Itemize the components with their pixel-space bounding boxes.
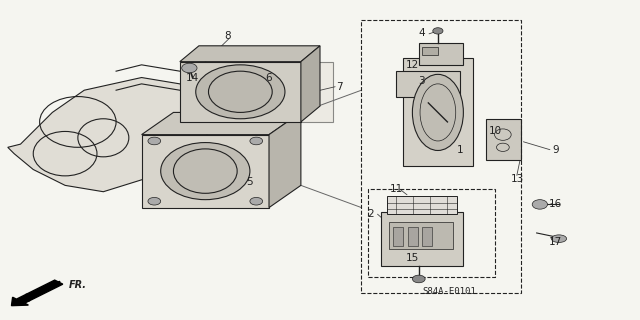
- Text: S84A-E0101: S84A-E0101: [422, 287, 476, 296]
- Ellipse shape: [433, 28, 443, 34]
- Bar: [486, 119, 521, 160]
- Text: FR.: FR.: [68, 280, 86, 290]
- Polygon shape: [269, 112, 301, 208]
- Ellipse shape: [412, 74, 463, 150]
- Bar: [389, 222, 452, 249]
- Text: 2: 2: [367, 209, 374, 219]
- Text: 1: 1: [457, 146, 463, 156]
- Ellipse shape: [196, 65, 285, 119]
- Polygon shape: [180, 46, 320, 62]
- Ellipse shape: [225, 65, 314, 119]
- Bar: [387, 196, 457, 214]
- Polygon shape: [8, 77, 212, 192]
- Bar: [396, 71, 460, 97]
- Bar: [422, 227, 432, 246]
- Bar: [180, 62, 301, 122]
- Ellipse shape: [161, 142, 250, 200]
- Bar: [408, 227, 418, 246]
- Ellipse shape: [182, 63, 197, 73]
- Text: 14: 14: [186, 73, 199, 83]
- Text: 8: 8: [224, 31, 231, 41]
- Text: 11: 11: [390, 184, 403, 194]
- Text: 3: 3: [419, 76, 425, 86]
- Ellipse shape: [148, 137, 161, 145]
- Text: 13: 13: [511, 174, 524, 184]
- Bar: [403, 59, 473, 166]
- Text: 16: 16: [549, 199, 563, 209]
- Bar: [419, 43, 463, 65]
- Ellipse shape: [412, 275, 425, 283]
- Bar: [141, 135, 269, 208]
- Ellipse shape: [250, 137, 262, 145]
- Ellipse shape: [532, 200, 547, 209]
- Bar: [422, 47, 438, 55]
- FancyArrow shape: [12, 280, 63, 306]
- Text: 6: 6: [266, 73, 273, 83]
- Text: 5: 5: [246, 177, 253, 187]
- Text: 17: 17: [549, 237, 563, 247]
- Bar: [381, 212, 463, 266]
- Text: 9: 9: [552, 146, 559, 156]
- Ellipse shape: [148, 197, 161, 205]
- Text: 12: 12: [406, 60, 419, 70]
- Polygon shape: [141, 112, 301, 135]
- Text: 10: 10: [489, 126, 502, 136]
- Polygon shape: [301, 46, 320, 122]
- Bar: [212, 62, 333, 122]
- Text: 15: 15: [406, 253, 419, 263]
- Ellipse shape: [551, 235, 566, 243]
- Text: 4: 4: [419, 28, 425, 38]
- Ellipse shape: [250, 197, 262, 205]
- Text: 7: 7: [336, 82, 342, 92]
- Bar: [394, 227, 403, 246]
